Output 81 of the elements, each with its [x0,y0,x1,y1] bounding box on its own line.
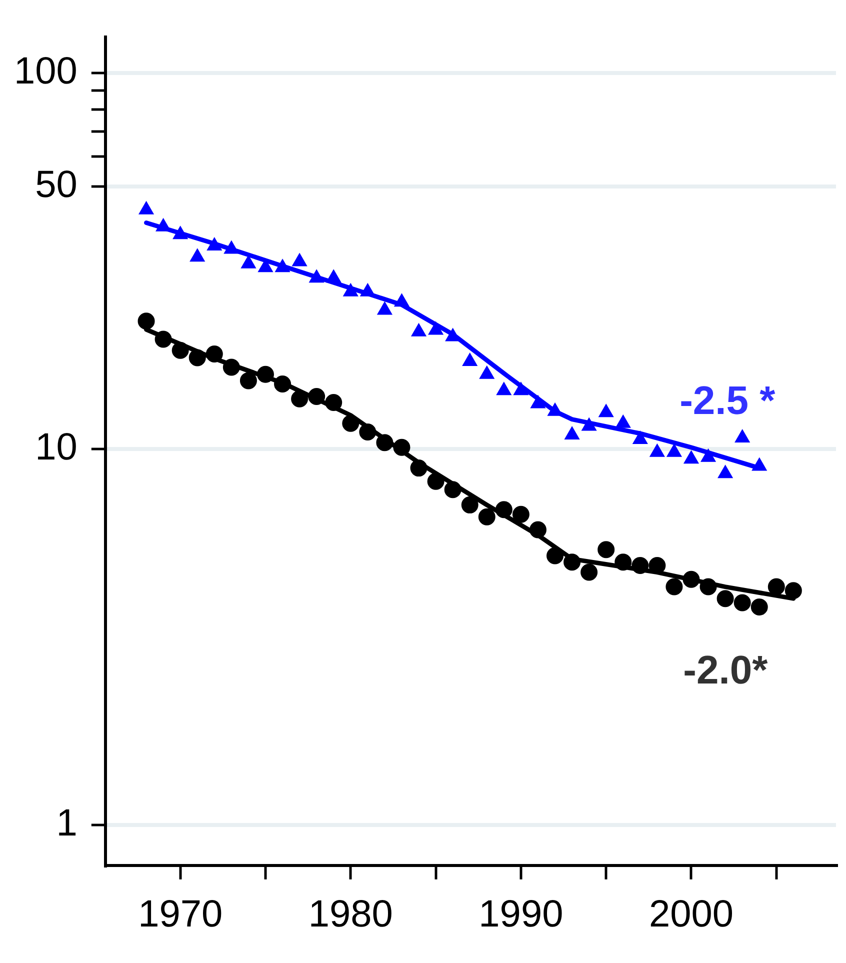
point [428,322,444,335]
point [700,578,717,596]
point [360,283,376,296]
point [292,253,307,266]
point [172,342,189,359]
point [343,283,358,296]
point [325,394,342,411]
point [359,424,376,440]
point [274,375,292,392]
point [718,465,733,478]
point [241,255,256,268]
point [582,418,596,431]
point [309,270,324,283]
point [188,349,206,366]
point [564,426,580,440]
point [666,444,682,457]
point [394,294,410,307]
point [784,582,802,600]
point [716,590,734,608]
point [256,366,274,383]
point [682,570,700,588]
point [275,259,290,272]
y-tick-label: 50 [35,164,78,206]
point [376,434,394,452]
point [495,501,512,518]
point [496,382,512,396]
x-tick-label: 1970 [138,894,223,936]
point [308,388,326,405]
point [564,554,581,571]
point [580,564,598,581]
point [666,578,683,596]
point [156,218,171,232]
point [462,352,478,366]
point [598,541,615,558]
point [479,366,494,379]
point [427,472,444,490]
point [752,458,767,471]
point [240,372,257,390]
point [342,414,360,432]
point [326,270,342,283]
point [632,431,648,444]
point [684,450,699,464]
x-tick-label: 1980 [308,894,393,936]
point [377,302,392,315]
point [461,496,478,514]
point [700,448,716,462]
annotation: -2.0* [683,648,768,693]
point [410,460,428,477]
point [514,382,528,396]
point [512,506,530,523]
point [411,323,426,336]
x-tick-label: 2000 [648,894,734,936]
point [548,402,562,416]
point [224,240,239,254]
point [445,328,460,342]
point [222,358,240,376]
point [632,556,649,574]
point [650,444,665,457]
point [529,521,546,538]
y-tick-label: 100 [14,50,78,93]
point [616,414,631,428]
point [393,438,410,456]
y-tick-label: 1 [56,802,78,844]
point [734,594,751,612]
point [291,390,308,408]
x-tick-label: 1990 [478,894,564,936]
point [444,481,462,498]
point [530,395,546,408]
point [734,429,750,442]
point [750,598,768,616]
point [546,547,564,564]
point [172,226,188,240]
point [614,554,632,571]
y-tick-label: 10 [35,426,78,469]
point [598,404,614,418]
point [478,508,496,526]
point [206,237,222,250]
point [138,201,154,214]
annotation: -2.5 * [680,379,776,424]
point [190,248,205,262]
point [768,578,785,596]
